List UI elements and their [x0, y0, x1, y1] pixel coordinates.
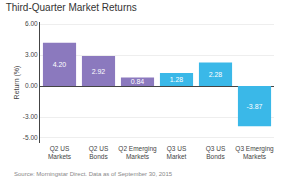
svg-text:Q2 EmergingMarkets: Q2 EmergingMarkets — [118, 145, 157, 160]
svg-text:3.00: 3.00 — [25, 51, 38, 58]
svg-text:0.84: 0.84 — [131, 78, 145, 85]
svg-text:-3.87: -3.87 — [246, 103, 262, 110]
svg-text:2.28: 2.28 — [209, 71, 223, 78]
svg-text:Q3 USMarket: Q3 USMarket — [167, 145, 187, 160]
svg-text:Third-Quarter Market Returns: Third-Quarter Market Returns — [6, 2, 137, 13]
svg-text:1.28: 1.28 — [170, 76, 184, 83]
svg-text:Q3 EmergingMarkets: Q3 EmergingMarkets — [235, 145, 274, 160]
svg-text:-5.00: -5.00 — [23, 134, 38, 141]
svg-text:2.92: 2.92 — [92, 68, 106, 75]
svg-text:0.00: 0.00 — [25, 82, 38, 89]
svg-text:Q2 USBonds: Q2 USBonds — [89, 145, 109, 160]
svg-text:-3.00: -3.00 — [23, 113, 38, 120]
svg-text:6.00: 6.00 — [25, 20, 38, 27]
svg-text:Source: Morningstar Direct. Da: Source: Morningstar Direct. Data as of S… — [14, 171, 173, 177]
svg-text:Q2 USMarkets: Q2 USMarkets — [48, 145, 72, 160]
svg-text:Q3 USBonds: Q3 USBonds — [206, 145, 226, 160]
svg-text:Return (%): Return (%) — [13, 66, 21, 100]
svg-text:4.20: 4.20 — [53, 61, 67, 68]
